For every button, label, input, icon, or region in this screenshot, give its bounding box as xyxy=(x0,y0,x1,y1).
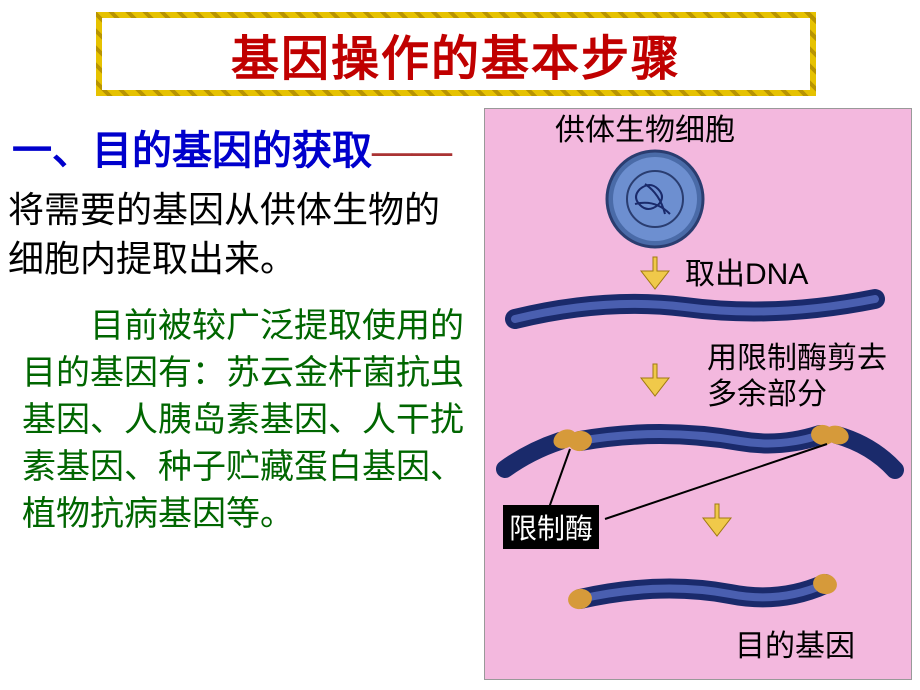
dna-full-icon xyxy=(515,299,875,319)
dna-target-icon xyxy=(566,572,839,612)
arrow-1-icon xyxy=(641,257,669,289)
arrow-3-icon xyxy=(703,504,731,536)
example-paragraph: 目前被较广泛提取使用的目的基因有：苏云金杆菌抗虫基因、人胰岛素基因、人干扰素基因… xyxy=(22,304,472,539)
slide-title: 基因操作的基本步骤 xyxy=(231,19,681,89)
title-inner: 基因操作的基本步骤 xyxy=(102,18,810,90)
diagram-panel: 供体生物细胞 取出DNA 用限制酶剪去多余部分 限制酶 目的基因 xyxy=(484,108,912,680)
title-border: 基因操作的基本步骤 xyxy=(96,12,816,96)
label-extract-dna: 取出DNA xyxy=(685,257,808,293)
label-donor-cell: 供体生物细胞 xyxy=(555,113,735,149)
cell-icon xyxy=(607,151,703,247)
section-dash: —— xyxy=(372,128,452,173)
body-paragraph: 将需要的基因从供体生物的细胞内提取出来。 xyxy=(8,186,463,283)
dna-cutting-icon xyxy=(505,422,895,470)
label-enzyme-cut: 用限制酶剪去多余部分 xyxy=(707,341,907,413)
arrow-2-icon xyxy=(641,364,669,396)
section-heading: 一、目的基因的获取—— xyxy=(12,118,452,176)
label-target-gene: 目的基因 xyxy=(735,629,855,665)
slide: 基因操作的基本步骤 一、目的基因的获取—— 将需要的基因从供体生物的细胞内提取出… xyxy=(0,0,920,690)
section-number: 一、目的基因的获取 xyxy=(12,128,372,173)
label-enzyme-box: 限制酶 xyxy=(503,505,599,549)
